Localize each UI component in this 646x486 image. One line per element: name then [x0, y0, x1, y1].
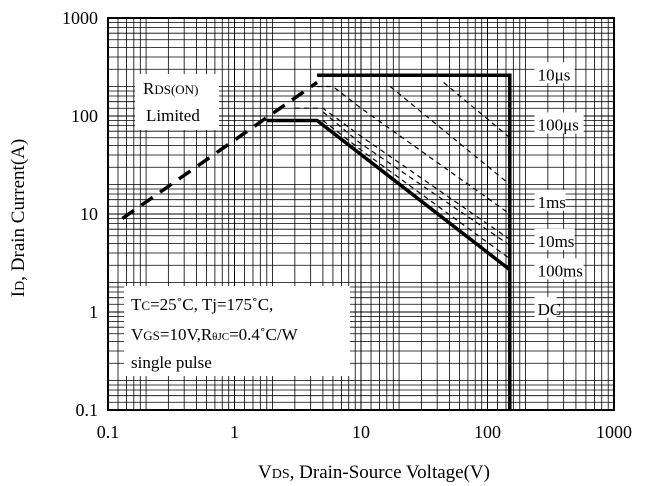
x-tick-label: 100	[474, 422, 501, 442]
y-axis-title: ID, Drain Current(A)	[8, 139, 29, 297]
series-line	[322, 111, 511, 246]
conditions-line-2: VGS=10V,RθJC=0.4˚C/W	[131, 325, 299, 344]
conditions-box	[124, 286, 350, 376]
rds-on-label: RDS(ON)	[143, 79, 198, 98]
x-tick-label: 1	[230, 422, 239, 442]
rds-limited-label: Limited	[146, 106, 200, 125]
curve-label-box	[534, 258, 584, 280]
series-line	[317, 73, 512, 410]
y-tick-label: 1	[89, 302, 98, 322]
labels-layer: 10μs 100μs 1ms 10ms 100ms DC	[534, 62, 584, 319]
curve-label: 1ms	[538, 193, 566, 212]
x-tick-label: 0.1	[97, 422, 120, 442]
series-line	[294, 107, 511, 240]
y-tick-label: 0.1	[76, 400, 99, 420]
curve-label-box	[534, 112, 584, 134]
y-tick-label: 100	[71, 106, 98, 126]
series-line	[121, 80, 319, 220]
curve-label: 100ms	[538, 261, 583, 280]
x-tick-label: 10	[352, 422, 370, 442]
curve-label-box	[534, 296, 557, 318]
series-line	[389, 86, 511, 185]
series-line	[266, 118, 511, 272]
curve-label-box	[534, 62, 575, 84]
y-tick-label: 1000	[62, 8, 98, 28]
series-line	[322, 120, 511, 260]
conditions-line-1: TC=25˚C, Tj=175˚C,	[131, 295, 273, 314]
curve-label-box	[534, 189, 566, 211]
curve-label: 100μs	[538, 115, 579, 134]
curve-label: 10ms	[538, 232, 575, 251]
curve-label: 10μs	[538, 65, 571, 84]
series-layer	[121, 73, 512, 410]
x-tick-label: 1000	[596, 422, 632, 442]
y-tick-label: 10	[80, 204, 98, 224]
plot-frame	[107, 17, 615, 411]
ticks-layer: 0.1 1 10 100 1000 0.1 1 10 100 1000	[62, 8, 632, 442]
x-axis-title: VDS, Drain-Source Voltage(V)	[258, 462, 490, 483]
conditions-line-3: single pulse	[131, 353, 212, 372]
curve-label: DC	[538, 300, 562, 319]
rds-label-box	[135, 74, 219, 130]
curve-label-box	[534, 228, 575, 250]
